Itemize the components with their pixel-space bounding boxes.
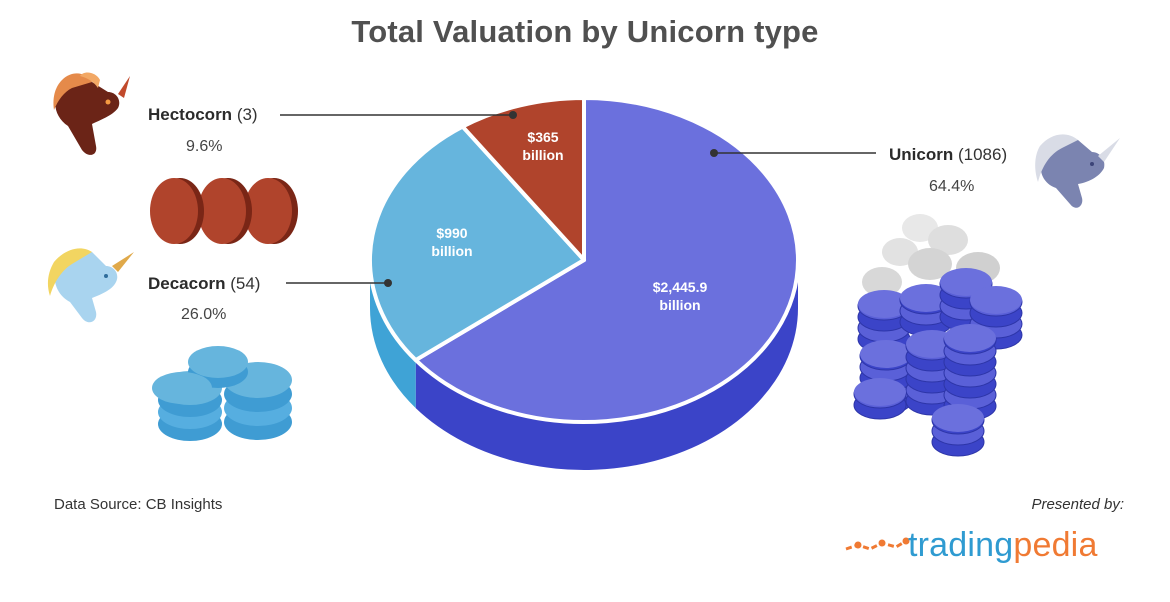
brand-logo: tradingpedia (908, 526, 1098, 565)
slice-value-decacorn: $990 billion (431, 225, 472, 259)
decacorn-coins-icon (152, 346, 292, 441)
legend-decacorn-count: (54) (230, 274, 261, 293)
unicorn-coin-top (860, 340, 912, 368)
legend-decacorn-percent: 26.0% (181, 306, 227, 323)
unicorn-coins-icon (853, 268, 1023, 457)
legend-unicorn: Unicorn (1086) (889, 145, 1007, 165)
unicorn-coin-top (854, 378, 906, 406)
slice-value-hectocorn: $365 billion (522, 129, 563, 163)
leader-lines (280, 111, 876, 287)
unicorn-coin-top (970, 286, 1022, 314)
pie-slice-unicorn (413, 96, 800, 424)
pie-slice-hectocorn (460, 96, 586, 262)
leader-dot-hectocorn (509, 111, 517, 119)
presented-by: Presented by: (1031, 496, 1124, 513)
legend-decacorn: Decacorn (54) (148, 274, 260, 294)
legend-hectocorn-percent: 9.6% (186, 138, 223, 155)
legend-hectocorn-count: (3) (236, 105, 258, 124)
legend-unicorn-name: Unicorn (889, 145, 954, 164)
data-source: Data Source: CB Insights (54, 496, 223, 513)
unicorn-coin-top (940, 268, 992, 296)
unicorn-coin-top (932, 404, 984, 432)
decacorn-horse-icon (47, 248, 134, 323)
unicorn-coin-top (944, 324, 996, 352)
brand-part2: pedia (1013, 526, 1098, 564)
legend-unicorn-count: (1086) (957, 145, 1008, 164)
unicorn-horse-icon (1035, 134, 1120, 208)
pie-side-unicorn (415, 260, 798, 471)
pie-slice-decacorn (368, 124, 586, 363)
legend-hectocorn-name: Hectocorn (148, 105, 233, 124)
slice-value-unicorn: $2,445.9 billion (653, 279, 708, 313)
unicorn-coin-top (900, 284, 952, 312)
pie-top (368, 96, 800, 424)
legend-unicorn-percent: 64.4% (929, 178, 975, 195)
leader-dot-unicorn (710, 149, 718, 157)
pie-labels: $2,445.9 billion $990 billion $365 billion (431, 129, 707, 313)
legend-decacorn-name: Decacorn (148, 274, 226, 293)
leader-dot-decacorn (384, 279, 392, 287)
brand-chart-icon (845, 537, 910, 551)
hectocorn-horse-icon (53, 72, 130, 155)
legend-hectocorn: Hectocorn (3) (148, 105, 258, 125)
hectocorn-coins-icon (150, 178, 298, 244)
unicorn-grey-coins-icon (862, 214, 1000, 297)
brand-part1: trading (908, 526, 1014, 564)
unicorn-coin-top (858, 290, 910, 318)
chart-title: Total Valuation by Unicorn type (351, 14, 819, 49)
